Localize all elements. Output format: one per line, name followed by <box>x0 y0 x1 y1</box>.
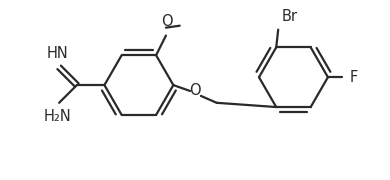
Text: Br: Br <box>281 9 297 24</box>
Text: F: F <box>349 70 358 85</box>
Text: O: O <box>189 84 201 98</box>
Text: HN: HN <box>46 46 68 61</box>
Text: H₂N: H₂N <box>43 109 71 124</box>
Text: O: O <box>161 14 173 29</box>
